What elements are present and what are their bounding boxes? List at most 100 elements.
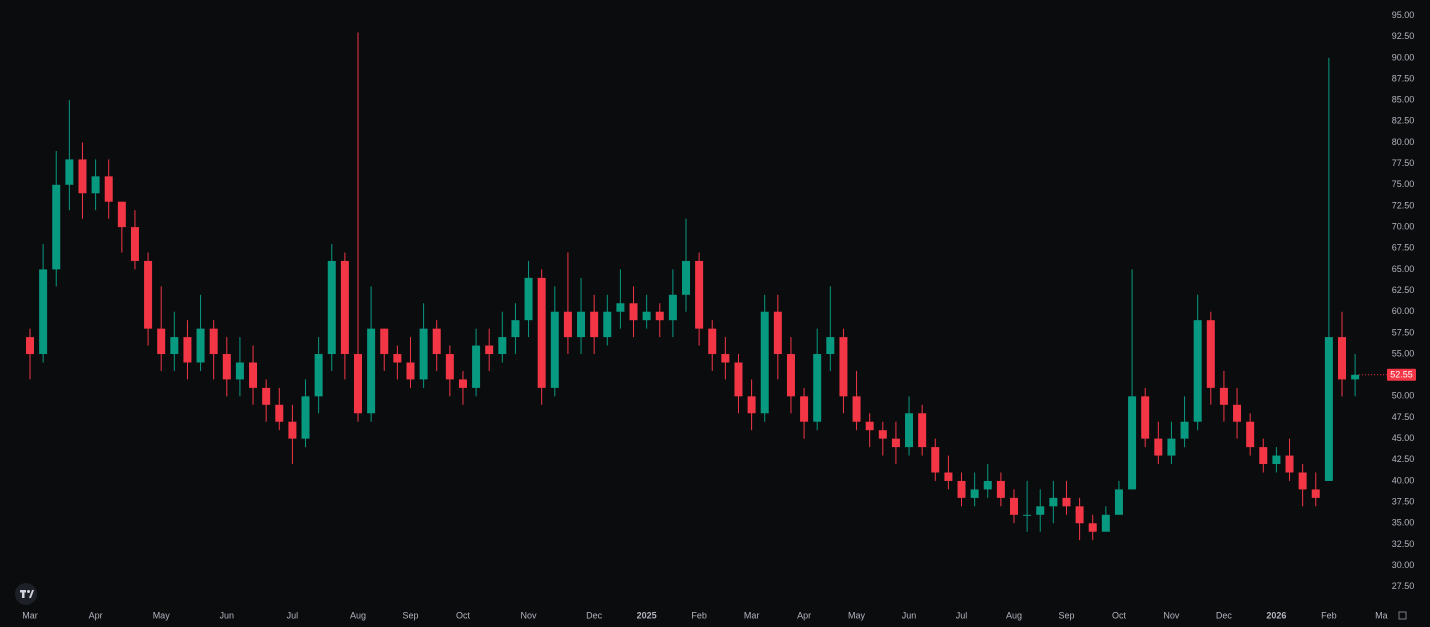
candle-body [314,354,323,397]
candle-body [91,176,100,194]
candle-body [26,337,34,355]
candle-body [760,311,769,414]
y-tick-label: 37.50 [1392,496,1415,506]
candle-body [878,430,887,439]
y-tick-label: 90.00 [1392,52,1415,62]
candle-body [891,438,900,448]
candle-body [1049,497,1058,507]
tv-logo [15,583,37,605]
x-tick-label: Apr [89,610,103,620]
y-tick-label: 47.50 [1392,412,1415,422]
y-tick-label: 30.00 [1392,560,1415,570]
y-tick-label: 45.00 [1392,433,1415,443]
candle-body [511,320,520,338]
candle-body [1246,421,1255,448]
candles [26,32,1360,541]
x-tick-label: Jul [287,610,299,620]
candle-body [1272,455,1281,465]
candle-body [1088,523,1097,532]
candle-body [275,404,284,422]
y-tick-label: 42.50 [1392,454,1415,464]
y-tick-label: 80.00 [1392,137,1415,147]
candle-body [1167,438,1176,456]
y-tick-label: 65.00 [1392,264,1415,274]
candle-body [1219,387,1228,405]
candle-body [800,396,809,422]
y-tick-label: 35.00 [1392,518,1415,528]
candle-body [1010,497,1018,515]
candle-body [458,379,467,388]
candle-body [445,354,454,380]
candle-body [524,277,533,321]
x-tick-label: Nov [521,610,538,620]
x-tick-label: 2026 [1266,610,1286,620]
candle-body [1075,506,1084,524]
candle-body [983,480,992,490]
y-tick-label: 60.00 [1392,306,1415,316]
x-tick-label: Dec [586,610,603,620]
candle-body [1311,489,1320,498]
candle-body [616,303,625,312]
candle-body [249,362,258,388]
candle-body [918,413,927,448]
candle-body [1324,337,1333,481]
candle-body [170,337,179,355]
candle-body [668,294,677,321]
candle-body [340,260,349,355]
x-tick-label: Nov [1163,610,1180,620]
candle-body [432,328,441,355]
candle-body [826,337,835,355]
candle-body [144,260,153,329]
fullscreen-icon[interactable] [1398,611,1407,620]
candle-body [1128,396,1137,490]
candle-body [1193,320,1202,422]
candle-body [721,354,730,363]
x-tick-label: Dec [1216,610,1233,620]
candle-body [419,328,428,380]
candle-body [563,311,572,338]
candle-body [931,447,940,473]
last-price-box [1387,368,1416,381]
y-tick-label: 70.00 [1392,221,1415,231]
candle-body [301,396,310,439]
x-tick-label: Sep [1058,610,1074,620]
candle-body [78,159,87,194]
y-tick-label: 62.50 [1392,285,1415,295]
y-tick-label: 82.50 [1392,116,1415,126]
candle-body [1114,489,1123,515]
candle-body [1206,320,1215,388]
candle-body [550,311,559,388]
x-tick-label: Mar [22,610,38,620]
candle-body [235,362,244,380]
y-tick-label: 87.50 [1392,73,1415,83]
candle-body [603,311,612,338]
y-tick-label: 72.50 [1392,200,1415,210]
candle-body [380,328,389,355]
candle-body [1101,514,1110,532]
last-price-label: 52.55 [1390,370,1413,380]
candle-body [393,354,402,363]
y-tick-label: 95.00 [1392,10,1415,20]
candle-body [52,184,61,270]
y-tick-label: 77.50 [1392,158,1415,168]
candle-body [1036,506,1045,515]
candle-body [104,176,113,202]
x-tick-label: Jun [220,610,235,620]
candle-body [1298,472,1307,490]
candle-body [786,354,795,397]
candle-body [39,269,48,355]
candle-body [1259,447,1268,465]
candle-body [865,421,874,431]
candle-body [708,328,717,355]
candle-body [1062,497,1071,507]
candle-body [1338,337,1346,380]
y-tick-label: 27.50 [1392,581,1415,591]
y-tick-label: 50.00 [1392,391,1415,401]
x-tick-label: Feb [1321,610,1337,620]
candle-body [209,328,218,355]
candle-body [1154,438,1163,456]
x-tick-label: Oct [456,610,471,620]
candle-body [288,421,297,439]
x-tick-label: Aug [350,610,366,620]
